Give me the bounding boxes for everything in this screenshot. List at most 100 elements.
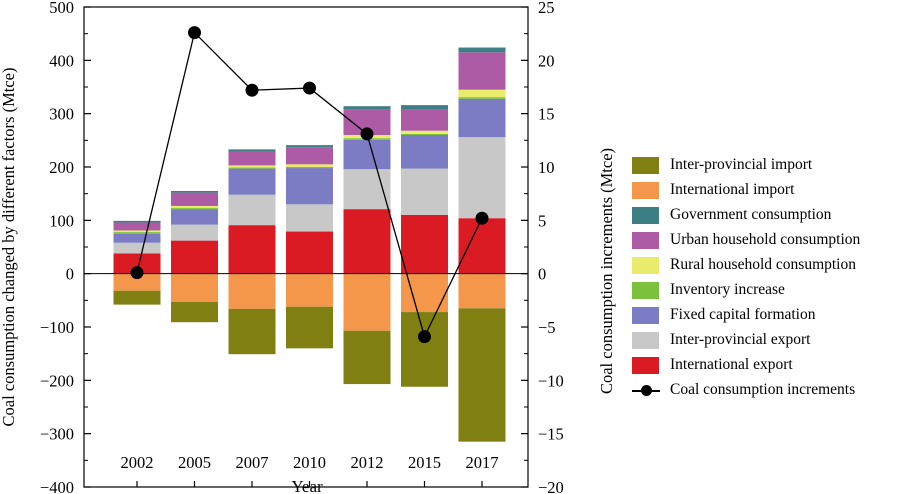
x-tick-label-2010: 2010 (293, 453, 326, 472)
bar-inventory-increase-2005 (171, 208, 218, 210)
increment-point-2010 (303, 81, 316, 95)
legend-label: Inter-provincial export (670, 331, 811, 348)
right-tick-label: −15 (538, 425, 564, 444)
bar-layer (113, 47, 506, 442)
bar-urban-household-consumption-2017 (458, 52, 506, 90)
legend-swatch (632, 257, 659, 274)
legend-item: Government consumption (632, 204, 900, 229)
legend-item: International export (632, 354, 900, 379)
left-tick-label: 300 (49, 105, 74, 124)
legend-swatch (632, 307, 659, 324)
x-axis: 2002 2005 2007 2010 2012 2015 2017 (121, 453, 499, 487)
legend-dot-icon (641, 385, 652, 396)
bar-inventory-increase-2010 (286, 167, 333, 169)
x-tick-label-2007: 2007 (236, 453, 269, 472)
legend-item-line: Coal consumption increments (632, 379, 900, 404)
legend-item: International import (632, 179, 900, 204)
left-tick-label: 0 (66, 265, 74, 284)
bar-government-consumption-2017 (458, 47, 506, 53)
bar-international-export-2010 (286, 231, 333, 274)
bar-fixed-capital-formation-2005 (171, 209, 218, 225)
right-tick-label: −5 (538, 318, 556, 337)
legend-swatch (632, 332, 659, 349)
x-tick-label-2012: 2012 (351, 453, 384, 472)
left-tick-label: 400 (49, 51, 74, 70)
bar-international-export-2007 (228, 225, 276, 274)
legend-item: Fixed capital formation (632, 304, 900, 329)
bar-government-consumption-2010 (286, 145, 333, 148)
legend-label: Government consumption (670, 206, 832, 223)
increment-point-2017 (475, 211, 489, 225)
bar-inter-provincial-import-2005 (171, 301, 218, 323)
bar-inter-provincial-import-2007 (228, 308, 276, 355)
left-tick-label: 200 (49, 158, 74, 177)
bar-fixed-capital-formation-2017 (458, 98, 506, 138)
legend-item: Inventory increase (632, 279, 900, 304)
x-tick-label-2002: 2002 (121, 453, 154, 472)
bar-inter-provincial-import-2017 (458, 308, 506, 442)
left-tick-label: −100 (40, 318, 74, 337)
bar-international-import-2012 (343, 273, 391, 331)
bar-inventory-increase-2007 (228, 167, 276, 169)
bar-rural-household-consumption-2007 (228, 165, 276, 168)
right-tick-label: −10 (538, 371, 564, 390)
bar-urban-household-consumption-2005 (171, 192, 218, 206)
bar-inter-provincial-export-2007 (228, 194, 276, 226)
bar-inter-provincial-export-2015 (401, 168, 448, 215)
bar-international-import-2007 (228, 273, 276, 309)
increment-point-2012 (360, 127, 374, 141)
bar-fixed-capital-formation-2002 (113, 233, 161, 243)
legend: Inter-provincial import International imp… (632, 154, 900, 404)
bar-fixed-capital-formation-2007 (228, 168, 276, 195)
increment-point-2002 (130, 266, 144, 280)
legend-swatch (632, 232, 659, 249)
bar-international-import-2005 (171, 273, 218, 302)
increment-point-2007 (245, 83, 259, 97)
bar-international-import-2010 (286, 273, 333, 307)
right-tick-label: 10 (538, 158, 555, 177)
legend-label: International import (670, 181, 795, 198)
right-tick-label: 5 (538, 211, 546, 230)
bar-urban-household-consumption-2002 (113, 222, 161, 231)
bar-rural-household-consumption-2002 (113, 230, 161, 233)
legend-item: Urban household consumption (632, 229, 900, 254)
legend-swatch (632, 282, 659, 299)
bar-urban-household-consumption-2007 (228, 151, 276, 166)
bar-international-export-2002 (113, 253, 161, 274)
legend-item: Rural household consumption (632, 254, 900, 279)
bar-inventory-increase-2002 (113, 232, 161, 234)
legend-item: Inter-provincial export (632, 329, 900, 354)
legend-item: Inter-provincial import (632, 154, 900, 179)
right-tick-label: −20 (538, 478, 564, 494)
right-tick-label: 25 (538, 0, 555, 17)
x-tick-label-2017: 2017 (466, 453, 499, 472)
bar-inter-provincial-export-2005 (171, 224, 218, 241)
legend-swatch (632, 357, 659, 374)
bar-rural-household-consumption-2010 (286, 164, 333, 167)
bar-government-consumption-2015 (401, 105, 448, 110)
bar-international-import-2017 (458, 273, 506, 309)
bar-inventory-increase-2017 (458, 97, 506, 99)
increment-point-2005 (188, 26, 201, 40)
legend-swatch (632, 182, 659, 199)
left-tick-label: 100 (49, 211, 74, 230)
bar-inter-provincial-export-2017 (458, 137, 506, 219)
line-layer (130, 26, 489, 344)
left-tick-label: −400 (40, 478, 74, 494)
legend-label: International export (670, 356, 793, 373)
left-axis: 500 400 300 200 100 0 −100 −200 −300 −400 (40, 0, 91, 494)
left-tick-label: −200 (40, 371, 74, 390)
left-tick-label: −300 (40, 425, 74, 444)
bar-inter-provincial-import-2012 (343, 330, 391, 385)
legend-label: Fixed capital formation (670, 306, 816, 323)
bar-inventory-increase-2015 (401, 133, 448, 135)
legend-swatch (632, 157, 659, 174)
right-tick-label: 15 (538, 105, 555, 124)
bar-government-consumption-2007 (228, 149, 276, 151)
bar-inter-provincial-export-2010 (286, 204, 333, 232)
x-tick-label-2015: 2015 (408, 453, 441, 472)
legend-label: Urban household consumption (670, 231, 861, 248)
bar-fixed-capital-formation-2015 (401, 135, 448, 169)
bar-international-export-2015 (401, 215, 448, 274)
bar-government-consumption-2002 (113, 220, 161, 223)
